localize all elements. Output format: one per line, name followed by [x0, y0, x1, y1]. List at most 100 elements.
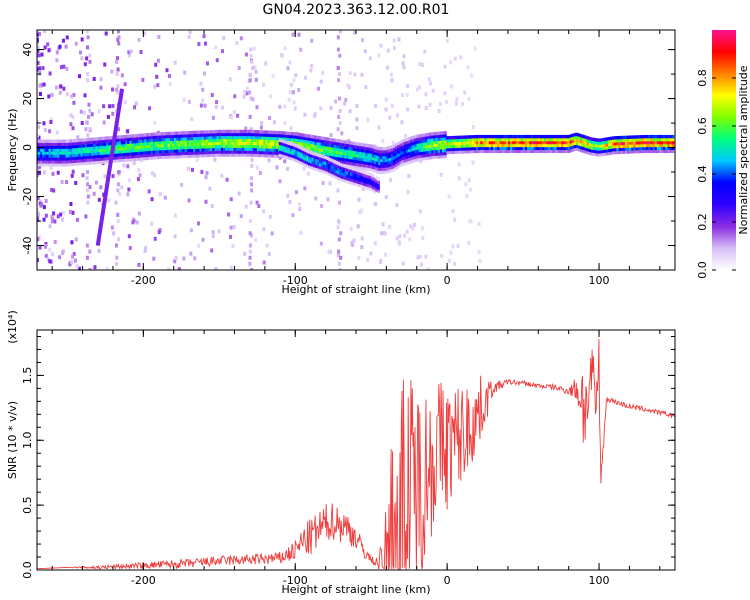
- ridge-cell: [220, 153, 224, 157]
- branch-cell: [348, 165, 351, 170]
- ridge-cell: [482, 140, 485, 145]
- ridge-cell: [150, 147, 154, 151]
- noise-speckle: [294, 190, 298, 195]
- ridge-cell: [48, 163, 52, 167]
- noise-speckle: [244, 204, 248, 209]
- noise-speckle: [79, 109, 83, 114]
- ridge-cell: [518, 146, 522, 151]
- ridge-cell: [650, 134, 654, 139]
- ridge-cell: [220, 144, 224, 148]
- ridge-cell: [325, 151, 328, 156]
- branch-cell: [295, 149, 298, 154]
- ridge-cell: [195, 133, 198, 138]
- ridge-cell: [499, 134, 503, 139]
- ridge-cell: [269, 148, 273, 152]
- ridge-cell: [82, 161, 86, 166]
- ridge-cell: [488, 146, 492, 151]
- ridge-cell: [222, 129, 226, 134]
- ridge-cell: [401, 153, 405, 158]
- ridge-cell: [286, 134, 290, 138]
- ridge-cell: [84, 158, 88, 163]
- noise-speckle: [449, 250, 453, 255]
- branch-cell: [359, 181, 362, 185]
- ridge-cell: [50, 163, 54, 167]
- ridge-cell: [197, 145, 201, 149]
- ridge-cell: [378, 161, 381, 166]
- ridge-cell: [405, 149, 409, 153]
- ridge-cell: [99, 160, 103, 164]
- ridge-cell: [74, 141, 77, 146]
- ridge-cell: [575, 144, 579, 148]
- ridge-cell: [171, 152, 175, 156]
- ridge-cell: [135, 148, 139, 153]
- noise-streak: [116, 188, 120, 193]
- branch-cell: [297, 150, 300, 155]
- ridge-cell: [418, 148, 422, 153]
- ridge-cell: [193, 142, 196, 146]
- ridge-cell: [271, 145, 275, 149]
- noise-speckle: [420, 262, 424, 267]
- ridge-cell: [516, 140, 520, 145]
- ridge-cell: [86, 143, 90, 148]
- ridge-cell: [435, 140, 439, 145]
- ridge-cell: [129, 134, 132, 138]
- ridge-cell: [148, 132, 152, 137]
- ridge-cell: [37, 148, 39, 152]
- ridge-cell: [246, 147, 249, 151]
- ridge-cell: [208, 133, 211, 137]
- noise-speckle: [319, 79, 323, 84]
- ridge-cell: [44, 163, 47, 167]
- ridge-cell: [42, 163, 45, 167]
- ridge-cell: [444, 142, 447, 147]
- ridge-cell: [59, 142, 62, 146]
- ridge-cell: [529, 134, 532, 139]
- ridge-cell: [231, 129, 235, 134]
- ridge-cell: [335, 153, 339, 158]
- noise-streak: [337, 237, 341, 242]
- ridge-cell: [565, 134, 568, 139]
- ridge-cell: [618, 150, 622, 155]
- ridge-cell: [101, 154, 105, 158]
- ridge-cell: [575, 147, 579, 151]
- ridge-cell: [354, 153, 358, 158]
- ridge-cell: [410, 151, 413, 155]
- ridge-cell: [597, 150, 600, 154]
- ridge-cell: [380, 161, 383, 166]
- noise-speckle: [316, 86, 320, 91]
- ridge-cell: [65, 139, 69, 143]
- ridge-cell: [497, 143, 500, 148]
- ridge-cell: [452, 135, 456, 140]
- ridge-cell: [163, 143, 166, 148]
- noise-speckle: [270, 231, 274, 236]
- noise-speckle: [350, 242, 354, 247]
- noise-speckle: [50, 187, 54, 192]
- ridge-cell: [622, 147, 626, 151]
- ridge-cell: [131, 157, 135, 162]
- ridge-cell: [197, 148, 201, 152]
- ridge-cell: [399, 143, 403, 147]
- branch-cell: [362, 173, 366, 177]
- noise-speckle: [424, 254, 428, 259]
- ridge-cell: [588, 136, 592, 141]
- branch-cell: [355, 177, 359, 181]
- ridge-cell: [373, 169, 377, 173]
- ridge-cell: [303, 139, 307, 144]
- ridge-cell: [214, 141, 218, 146]
- ridge-cell: [295, 135, 298, 139]
- ridge-cell: [116, 138, 120, 142]
- ridge-cell: [610, 148, 613, 152]
- ridge-cell: [567, 140, 571, 145]
- y-tick-label: 20: [21, 92, 34, 106]
- ridge-cell: [61, 145, 64, 149]
- noise-speckle: [131, 220, 135, 225]
- ridge-cell: [573, 138, 577, 143]
- ridge-cell: [99, 142, 103, 147]
- ridge-cell: [57, 160, 60, 164]
- noise-speckle: [37, 258, 39, 263]
- noise-speckle: [471, 124, 475, 129]
- noise-speckle: [279, 53, 283, 58]
- ridge-cell: [663, 149, 666, 154]
- ridge-cell: [114, 150, 118, 154]
- noise-speckle: [157, 230, 161, 235]
